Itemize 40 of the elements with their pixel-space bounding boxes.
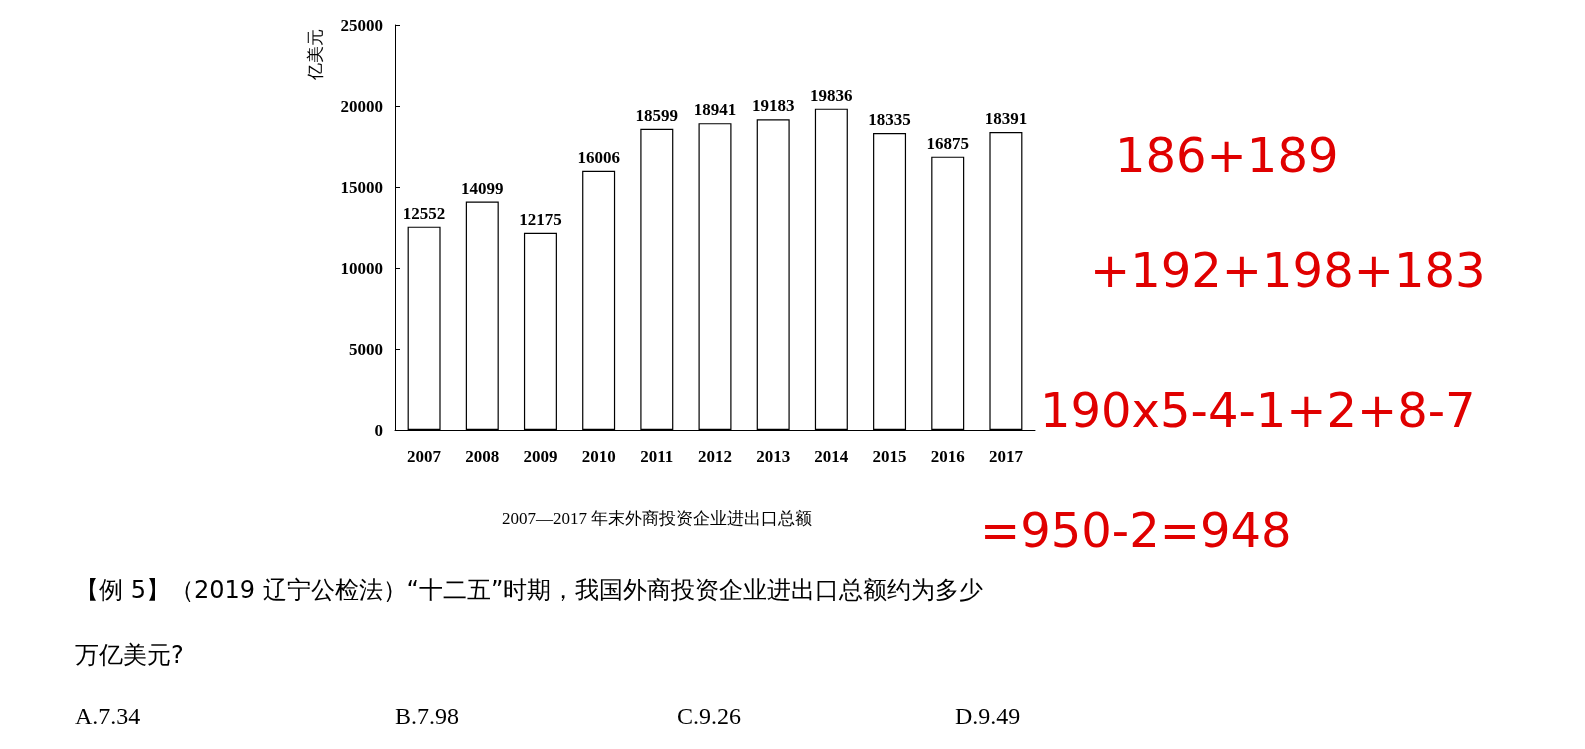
y-tick-label: 10000 xyxy=(340,258,383,278)
x-tick-label: 2012 xyxy=(698,447,732,466)
text: C.9.26 xyxy=(677,703,742,729)
y-axis-title: 亿美元 xyxy=(304,29,325,81)
data-label: 14099 xyxy=(461,178,504,198)
data-label: 18599 xyxy=(635,105,679,125)
x-tick-label: 2009 xyxy=(523,447,558,466)
data-label: 12552 xyxy=(402,203,446,223)
text: 万亿美元? xyxy=(75,641,184,669)
x-tick-label: 2011 xyxy=(640,447,674,466)
data-label: 18941 xyxy=(693,100,737,120)
y-tick-label: 20000 xyxy=(340,96,383,116)
x-tick-label: 2015 xyxy=(872,447,907,466)
text: 186+189 xyxy=(1115,127,1339,183)
data-label: 19836 xyxy=(810,85,853,105)
y-tick-label: 15000 xyxy=(340,177,383,197)
data-label: 19183 xyxy=(751,96,795,116)
text: 【例 5】（2019 辽宁公检法）“十二五”时期，我国外商投资企业进出口总额约为多少 xyxy=(75,576,984,604)
y-tick-label: 5000 xyxy=(349,339,383,359)
data-label: 16875 xyxy=(926,133,969,153)
data-label: 18391 xyxy=(984,109,1028,129)
x-tick-label: 2014 xyxy=(814,447,849,466)
text: +192+198+183 xyxy=(1090,242,1486,298)
x-tick-label: 2013 xyxy=(756,447,791,466)
text: =950-2=948 xyxy=(980,502,1292,558)
text: B.7.98 xyxy=(395,703,460,729)
x-tick-label: 2010 xyxy=(581,447,616,466)
x-tick-label: 2017 xyxy=(988,447,1024,466)
text: 2007—2017 年末外商投资企业进出口总额 xyxy=(501,509,813,528)
text: D.9.49 xyxy=(955,703,1021,729)
data-label: 18335 xyxy=(868,109,911,129)
x-tick-label: 2007 xyxy=(407,447,442,466)
data-label: 16006 xyxy=(577,147,620,167)
y-tick-label: 0 xyxy=(374,420,383,440)
data-label: 12175 xyxy=(519,209,562,229)
x-tick-label: 2016 xyxy=(930,447,965,466)
text: 190x5-4-1+2+8-7 xyxy=(1040,382,1476,438)
x-tick-label: 2008 xyxy=(465,447,500,466)
y-tick-label: 25000 xyxy=(340,15,383,35)
text: A.7.34 xyxy=(75,703,141,729)
